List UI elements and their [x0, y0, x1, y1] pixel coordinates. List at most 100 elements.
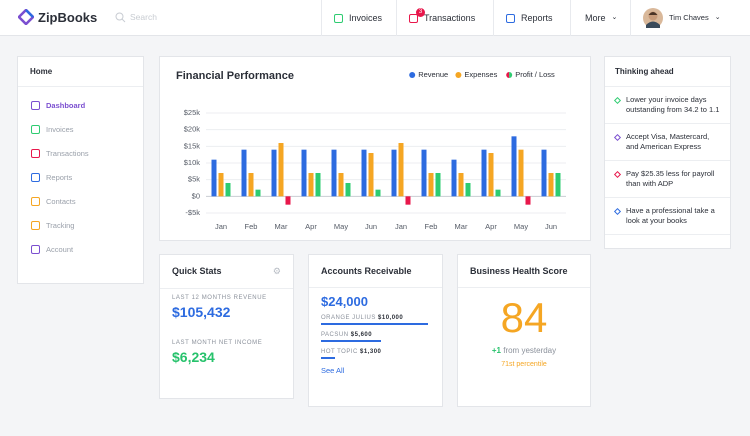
avatar — [643, 8, 663, 28]
bar — [421, 149, 427, 197]
sidebar-item[interactable]: Account — [18, 237, 143, 261]
sidebar-title: Home — [18, 57, 143, 87]
x-tick-label: May — [334, 222, 348, 231]
customer: ORANGE JULIUS — [321, 315, 376, 321]
nav-invoices[interactable]: Invoices — [321, 0, 396, 36]
legend-swatch — [455, 72, 462, 78]
y-tick-label: -$5k — [185, 208, 200, 217]
see-all-link[interactable]: See All — [321, 366, 345, 375]
sidebar-item[interactable]: Reports — [18, 165, 143, 189]
y-tick-label: $5k — [188, 175, 200, 184]
bar — [241, 149, 247, 197]
receivable-row: PACSUN $5,600 — [321, 332, 430, 338]
amount-bar — [321, 357, 335, 359]
chevron: ⌄ — [611, 14, 618, 21]
bar — [405, 196, 411, 205]
thinking-ahead-card: Thinking ahead Lower your invoice days o… — [604, 56, 731, 249]
bar — [285, 196, 291, 205]
legend-label: Expenses — [464, 70, 497, 79]
amount-bar — [321, 340, 381, 342]
tip[interactable]: Accept Visa, Mastercard, and American Ex… — [605, 124, 730, 161]
sidebar-label: Transactions — [46, 148, 89, 158]
receivable-list: ORANGE JULIUS $10,000 PACSUN $5,600 HOT TO… — [321, 315, 430, 359]
amount-bar — [321, 323, 428, 325]
percentile: 71st percentile — [501, 361, 547, 368]
x-tick-label: Jan — [395, 222, 407, 231]
card-header: Quick Stats ⚙ — [160, 255, 293, 289]
badge: 3 — [416, 8, 425, 17]
x-tick-label: Jan — [215, 222, 227, 231]
legend-label: Profit / Loss — [515, 70, 555, 79]
logo[interactable]: ZipBooks — [38, 10, 98, 25]
sidebar-label: Account — [46, 244, 74, 254]
x-tick-label: Apr — [485, 222, 497, 231]
tip[interactable]: Pay $25.35 less for payroll than with AD… — [605, 161, 730, 198]
nav-reports[interactable]: Reports — [493, 0, 570, 36]
change-text: from yesterday — [503, 346, 557, 355]
bar — [315, 173, 321, 197]
nav-more[interactable]: More ⌄ — [570, 0, 630, 36]
customer: PACSUN — [321, 332, 349, 338]
bar — [495, 189, 501, 197]
quick-stats-card: Quick Stats ⚙ LAST 12 MONTHS REVENUE $105… — [159, 254, 294, 399]
icon — [409, 13, 418, 23]
top-nav: ZipBooks Search Invoices Transactions 3 … — [0, 0, 750, 36]
icon — [31, 244, 40, 254]
bar — [451, 159, 457, 197]
sidebar: Home Dashboard Invoices Transactions Report… — [17, 56, 144, 284]
diamond-icon — [613, 133, 622, 142]
bar — [375, 189, 381, 197]
card-title: Quick Stats — [172, 266, 222, 276]
tip-text: Have a professional take a look at your … — [626, 206, 715, 225]
sidebar-item[interactable]: Contacts — [18, 189, 143, 213]
sidebar-label: Tracking — [46, 220, 75, 230]
bar — [278, 143, 284, 197]
bar — [511, 136, 517, 197]
bar — [211, 159, 217, 197]
x-tick-label: Feb — [425, 222, 438, 231]
sidebar-item[interactable]: Invoices — [18, 117, 143, 141]
search-input[interactable]: Search — [130, 12, 157, 22]
bar — [435, 173, 441, 197]
bar — [368, 153, 374, 197]
user-menu[interactable]: Tim Chaves ⌄ — [630, 0, 750, 36]
settings-icon[interactable]: ⚙ — [272, 266, 281, 276]
nav-label: Transactions — [424, 13, 476, 23]
y-tick-label: $15k — [184, 141, 201, 150]
tip[interactable]: Lower your invoice days outstanding from… — [605, 87, 730, 124]
x-tick-label: Apr — [305, 222, 317, 231]
health-change: +1 from yesterday — [458, 346, 590, 355]
sidebar-label: Dashboard — [46, 100, 86, 110]
tip-text: Pay $25.35 less for payroll than with AD… — [626, 169, 715, 188]
x-tick-label: Jun — [545, 222, 557, 231]
sidebar-item[interactable]: Dashboard — [18, 93, 143, 117]
tip[interactable]: Have a professional take a look at your … — [605, 198, 730, 235]
icon — [31, 172, 40, 182]
stat-value: $105,432 — [172, 304, 231, 320]
x-tick-label: Feb — [245, 222, 258, 231]
sidebar-label: Invoices — [46, 124, 74, 134]
icon — [334, 13, 343, 23]
y-tick-label: $20k — [184, 125, 201, 134]
bar — [248, 173, 254, 197]
nav-transactions[interactable]: Transactions — [396, 0, 493, 36]
chart-title: Financial Performance — [176, 70, 294, 82]
search-icon — [115, 12, 126, 23]
card-title: Thinking ahead — [605, 57, 730, 87]
nav-label: More — [585, 13, 606, 23]
x-tick-label: May — [514, 222, 528, 231]
total: $24,000 — [321, 294, 368, 309]
diamond-icon — [613, 207, 622, 216]
icon — [31, 148, 40, 158]
sidebar-item[interactable]: Tracking — [18, 213, 143, 237]
stat-value: $6,234 — [172, 349, 215, 365]
chart: Financial Performance -$5k $0 $5k $10k $15k $… — [176, 70, 566, 231]
bar — [218, 173, 224, 197]
customer: HOT TOPIC — [321, 349, 358, 355]
bar — [481, 149, 487, 197]
sidebar-item[interactable]: Transactions — [18, 141, 143, 165]
bar — [458, 173, 464, 197]
chart-card: Financial Performance -$5k $0 $5k $10k $15k $… — [159, 56, 591, 241]
bar — [518, 149, 524, 197]
